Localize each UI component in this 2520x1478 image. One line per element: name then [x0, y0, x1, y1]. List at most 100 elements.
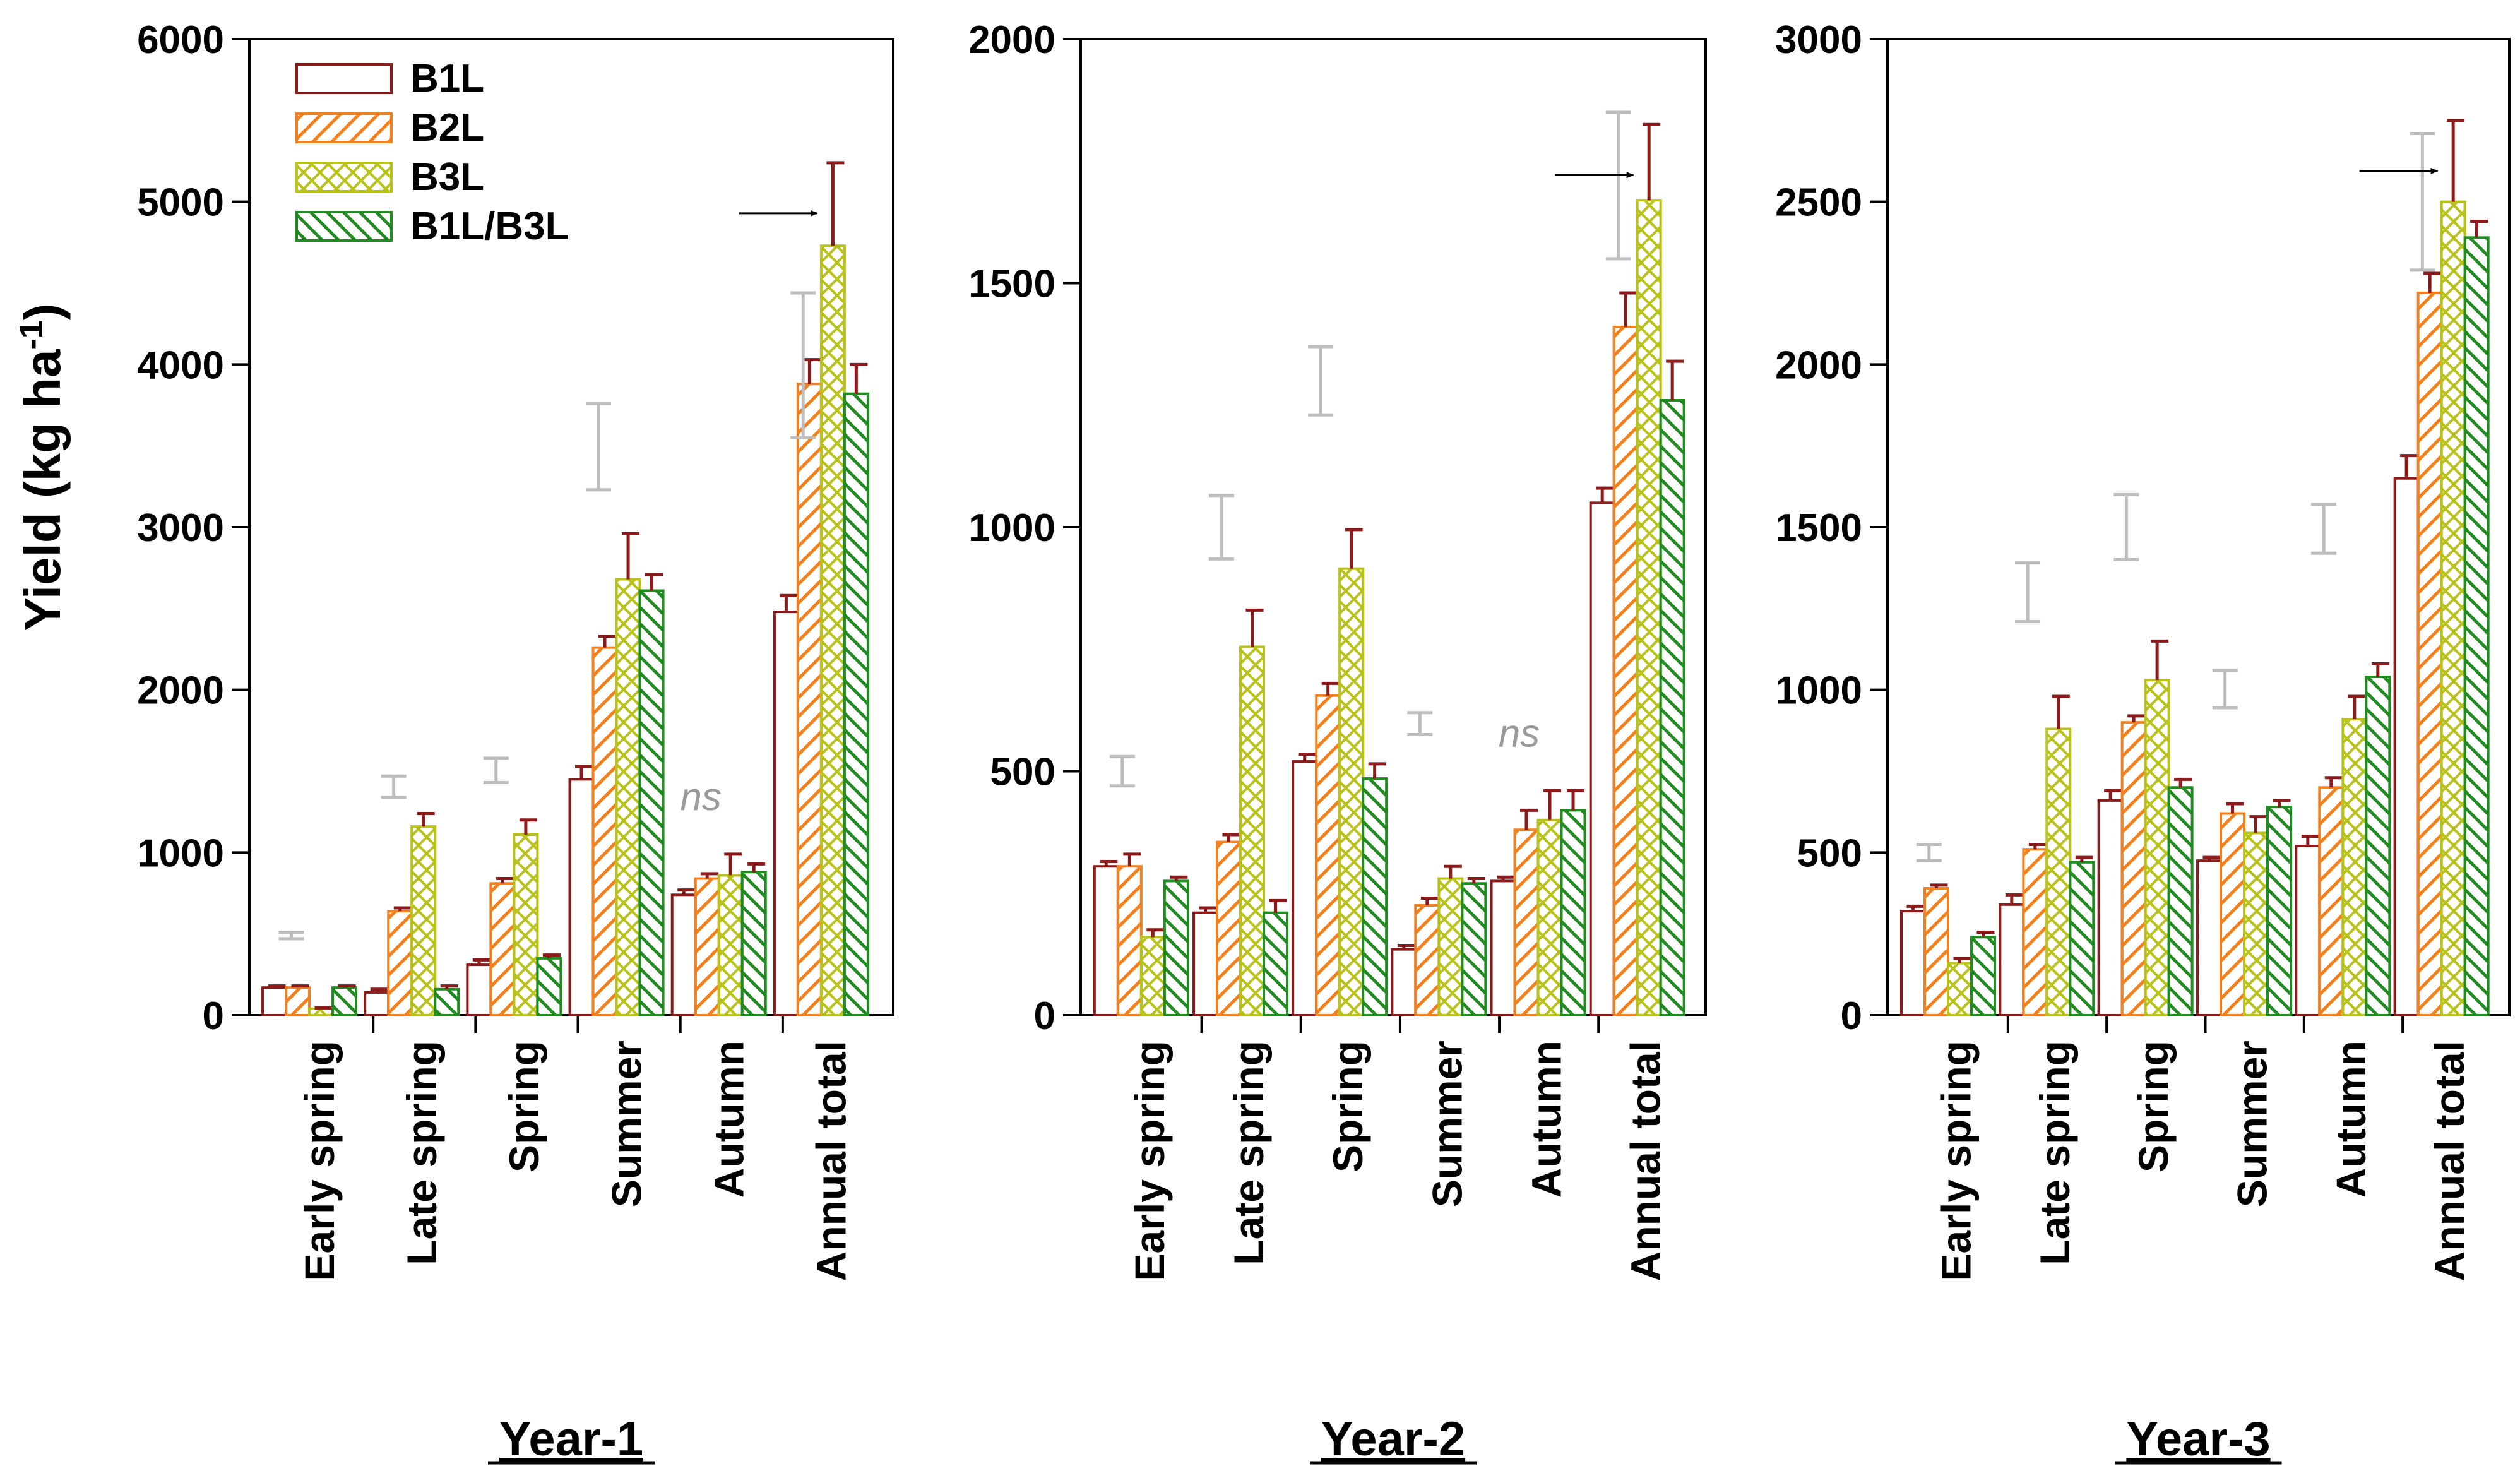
y-tick-label: 1500: [1775, 506, 1862, 550]
bar-b3l-early-spring: [308, 1007, 335, 1017]
bar-b2l-early-spring: [1116, 865, 1143, 1016]
bar-b2l-late-spring: [1216, 840, 1242, 1016]
bar-b1l-spring: [466, 963, 492, 1016]
bar-b1l-b3l-summer: [2266, 806, 2292, 1016]
bar-b1l-summer: [2196, 859, 2222, 1017]
bar-b3l-late-spring: [1239, 645, 1266, 1016]
bar-b3l-autumn: [717, 874, 744, 1016]
panel-title-year-3: Year-3: [2126, 1412, 2270, 1466]
bar-b3l-annual-total: [2440, 200, 2466, 1017]
y-tick-label: 1500: [968, 263, 1055, 306]
legend-label-b2l: B2L: [410, 106, 484, 150]
y-tick-label: 4000: [137, 343, 224, 387]
bar-b3l-autumn: [1536, 818, 1563, 1017]
bar-b2l-spring: [489, 882, 516, 1017]
ns-label-autumn: ns: [1499, 712, 1540, 755]
bar-b2l-early-spring: [285, 986, 311, 1016]
bar-b1l-annual-total: [2393, 477, 2420, 1016]
bar-b1l-late-spring: [364, 991, 390, 1016]
x-category-label-summer: Summer: [2229, 1040, 2276, 1207]
legend-label-b1lb3l: B1L/B3L: [410, 205, 569, 248]
bar-b1l-autumn: [670, 893, 697, 1016]
x-category-label-summer: Summer: [603, 1040, 650, 1207]
bar-b1l-b3l-autumn: [1560, 809, 1586, 1016]
x-category-label-autumn: Autumn: [1523, 1040, 1570, 1198]
bar-b2l-spring: [2120, 721, 2147, 1016]
x-category-label-autumn: Autumn: [2327, 1040, 2374, 1198]
legend-swatch-b1lb3l: [295, 211, 393, 242]
y-axis-title-main: Yield (kg ha: [15, 349, 71, 631]
x-category-label-early-spring: Early spring: [1126, 1040, 1173, 1281]
bar-b1l-b3l-spring: [1362, 777, 1388, 1016]
bar-b3l-annual-total: [1636, 199, 1662, 1017]
y-tick-label: 1000: [968, 506, 1055, 550]
bar-b1l-summer: [568, 778, 595, 1016]
bar-b2l-late-spring: [2022, 848, 2048, 1017]
bar-b3l-early-spring: [1139, 936, 1166, 1016]
x-category-label-spring: Spring: [1324, 1040, 1371, 1172]
bar-b1l-b3l-autumn: [2365, 676, 2391, 1016]
bar-b1l-b3l-early-spring: [1970, 936, 1996, 1016]
legend-swatch-b3l: [295, 162, 393, 193]
panel-year-3: 0 500 1000 1500 2000 2500 3000 Early spring Late…: [1775, 18, 2511, 1466]
bar-b1l-spring: [1292, 760, 1318, 1017]
panel-title-year-1: Year-1: [499, 1412, 643, 1466]
y-tick-label: 2500: [1775, 181, 1862, 225]
bar-b1l-b3l-spring: [2167, 786, 2194, 1017]
y-tick-label: 2000: [1775, 343, 1862, 387]
x-category-label-summer: Summer: [1423, 1040, 1470, 1207]
legend-swatch-b2l: [295, 112, 393, 143]
x-category-label-late-spring: Late spring: [398, 1040, 445, 1265]
bar-b3l-summer: [1437, 877, 1464, 1017]
bar-b1l-late-spring: [1999, 903, 2025, 1016]
bar-b1l-annual-total: [1589, 501, 1615, 1016]
legend-swatch-b1l: [295, 63, 393, 94]
y-axis-title-superscript: -1: [13, 320, 50, 349]
bar-b1l-b3l-late-spring: [2069, 861, 2095, 1016]
panel-year-2: 0 500 1000 1500 2000 Early spring Late spring S…: [968, 18, 1707, 1466]
x-category-label-annual-total: Annual total: [808, 1040, 855, 1281]
y-tick-label: 2000: [968, 18, 1055, 62]
bar-b1l-b3l-early-spring: [331, 986, 358, 1016]
bar-b3l-late-spring: [410, 825, 437, 1017]
bar-b1l-b3l-annual-total: [843, 392, 869, 1016]
y-tick-label: 0: [1841, 994, 1862, 1038]
panel-title-year-2: Year-2: [1321, 1412, 1465, 1466]
bar-b1l-b3l-late-spring: [1263, 911, 1289, 1017]
bar-b3l-late-spring: [2045, 727, 2072, 1017]
bar-b2l-autumn: [2318, 786, 2345, 1017]
x-category-label-early-spring: Early spring: [296, 1040, 343, 1281]
bar-b2l-annual-total: [796, 383, 823, 1016]
y-tick-label: 6000: [137, 18, 224, 62]
bar-b2l-autumn: [694, 877, 720, 1017]
y-tick-label: 1000: [137, 831, 224, 875]
bar-b1l-annual-total: [773, 610, 799, 1016]
legend-label-b1l: B1L: [410, 57, 484, 100]
bar-b2l-autumn: [1513, 828, 1540, 1016]
y-tick-label: 1000: [1775, 669, 1862, 713]
y-axis-title: Yield (kg ha-1): [13, 304, 71, 631]
bar-b3l-spring: [2144, 679, 2170, 1016]
bar-b1l-b3l-late-spring: [434, 987, 460, 1016]
bar-b1l-late-spring: [1192, 911, 1219, 1017]
bar-b1l-b3l-annual-total: [1659, 399, 1685, 1016]
x-category-label-late-spring: Late spring: [2031, 1040, 2078, 1265]
bar-b3l-early-spring: [1946, 962, 1973, 1016]
bar-b2l-annual-total: [1612, 326, 1639, 1017]
x-category-label-annual-total: Annual total: [1622, 1040, 1669, 1281]
bar-b3l-spring: [1338, 567, 1365, 1016]
x-category-label-autumn: Autumn: [706, 1040, 752, 1198]
bar-b1l-b3l-summer: [638, 589, 665, 1016]
y-tick-label: 3000: [1775, 18, 1862, 62]
bar-b3l-spring: [513, 833, 539, 1016]
bar-b1l-b3l-autumn: [740, 871, 767, 1016]
bar-b3l-summer: [2242, 831, 2269, 1016]
bar-b1l-b3l-early-spring: [1163, 879, 1189, 1017]
bar-b3l-annual-total: [819, 244, 846, 1016]
y-tick-label: 0: [1034, 994, 1055, 1038]
bar-b2l-early-spring: [1923, 887, 1949, 1017]
bar-b2l-summer: [2219, 812, 2245, 1016]
x-category-label-spring: Spring: [2130, 1040, 2177, 1172]
bar-b1l-early-spring: [261, 986, 288, 1016]
